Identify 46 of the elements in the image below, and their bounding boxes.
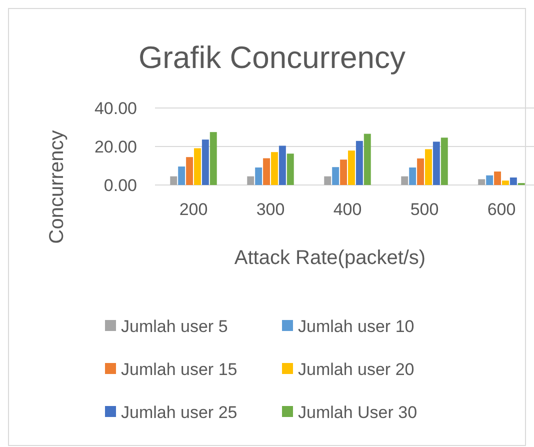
bar — [271, 152, 278, 185]
bar — [170, 176, 178, 185]
bar — [340, 160, 347, 185]
bar — [210, 132, 217, 185]
bar — [324, 176, 332, 185]
bar — [364, 134, 371, 185]
bar — [202, 140, 209, 185]
bar — [263, 158, 270, 185]
bar — [440, 138, 448, 185]
legend-label: Jumlah User 30 — [298, 402, 418, 422]
bar — [401, 176, 408, 185]
x-tick-label: 200 — [179, 200, 208, 219]
chart-title: Grafik Concurrency — [138, 40, 406, 75]
bar — [186, 157, 193, 185]
bar — [178, 166, 186, 185]
x-tick-label: 300 — [256, 200, 285, 219]
legend-label: Jumlah user 10 — [298, 316, 414, 336]
legend-label: Jumlah user 20 — [298, 360, 414, 379]
bar — [417, 158, 424, 185]
bar — [286, 154, 294, 185]
bar — [494, 172, 501, 185]
y-axis-title: Concurrency — [46, 130, 68, 244]
bar — [409, 167, 416, 185]
y-tick-label: 0.00 — [104, 176, 137, 195]
bar — [247, 176, 254, 185]
bar — [356, 140, 363, 185]
bar — [510, 177, 517, 185]
bar — [432, 142, 440, 185]
bar — [255, 167, 262, 185]
y-tick-label: 20.00 — [94, 137, 137, 156]
bar — [194, 148, 201, 185]
bar — [348, 150, 355, 185]
y-tick-label: 40.00 — [94, 98, 137, 118]
bar — [502, 180, 509, 185]
legend-label: Jumlah user 5 — [121, 316, 228, 336]
x-tick-label: 400 — [333, 200, 362, 219]
x-tick-label: 600 — [487, 200, 516, 219]
bar — [478, 179, 486, 185]
bar — [278, 146, 286, 185]
legend-label: Jumlah user 15 — [121, 360, 238, 379]
bar — [486, 175, 494, 185]
x-tick-label: 500 — [410, 200, 439, 219]
legend-label: Jumlah user 25 — [121, 402, 238, 422]
bar — [425, 149, 432, 185]
x-axis-title: Attack Rate(packet/s) — [234, 247, 426, 269]
bar — [332, 167, 340, 185]
